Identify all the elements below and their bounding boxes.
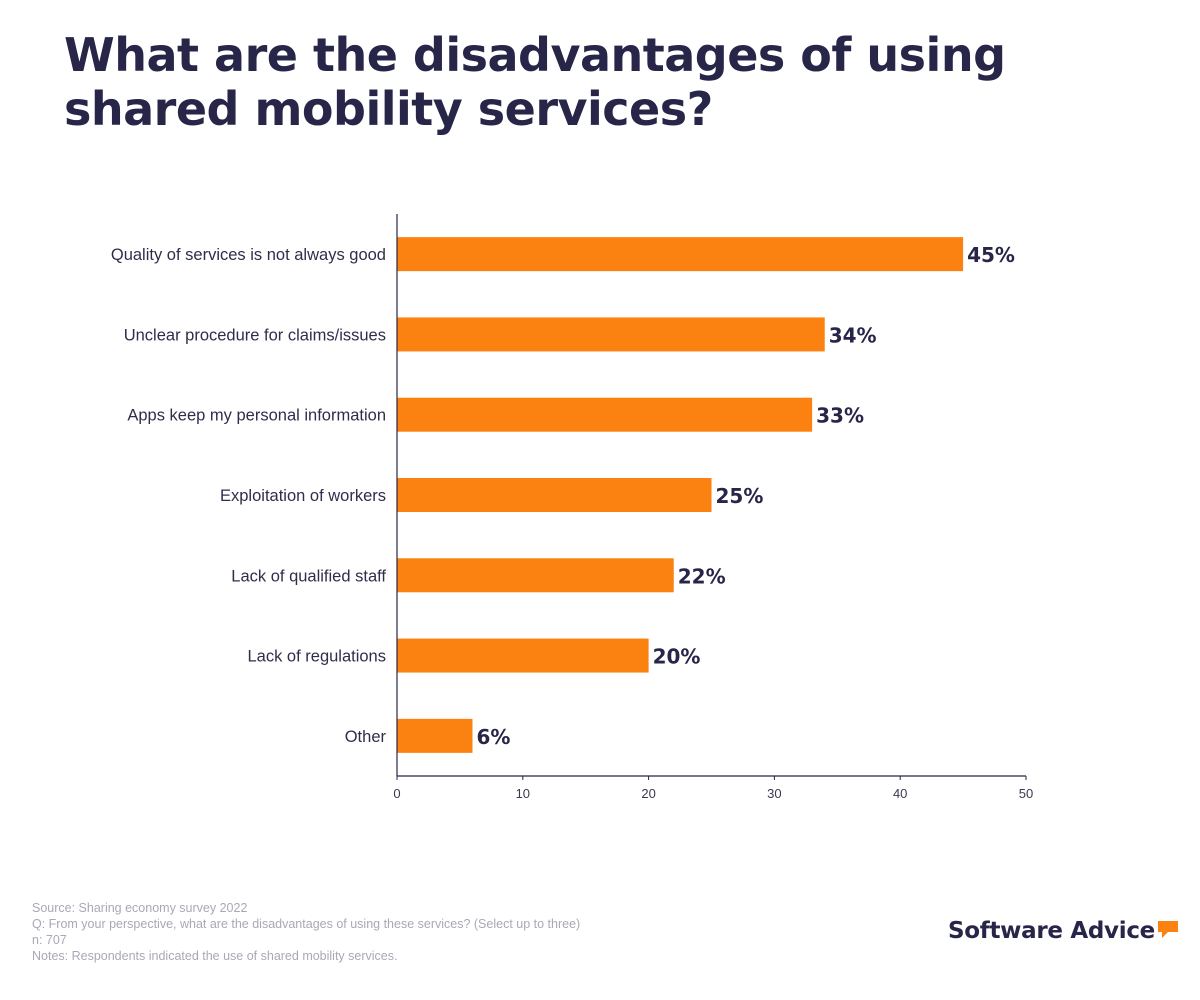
value-label: 6% (476, 725, 510, 749)
bar-4 (397, 558, 674, 593)
value-label: 33% (816, 404, 864, 428)
value-label: 45% (967, 243, 1015, 267)
brand-logo: Software Advice (948, 918, 1179, 945)
labels-group: Quality of services is not always good 45… (111, 243, 1015, 749)
category-label: Apps keep my personal information (127, 407, 386, 425)
x-tick-label: 30 (767, 786, 781, 801)
bar-chart: 0 10 20 30 40 50 Quality of services is not a… (111, 214, 1033, 801)
value-label: 25% (716, 484, 764, 508)
footnote-source: Source: Sharing economy survey 2022 (32, 901, 248, 915)
bar-1 (397, 317, 825, 352)
footnote-question: Q: From your perspective, what are the d… (32, 917, 581, 931)
brand-name: Software Advice (948, 918, 1155, 944)
axes-group: 0 10 20 30 40 50 (393, 214, 1033, 801)
category-label: Lack of regulations (247, 648, 386, 666)
x-tick-label: 10 (516, 786, 530, 801)
category-label: Exploitation of workers (220, 487, 386, 505)
category-label: Quality of services is not always good (111, 246, 386, 264)
x-tick-label: 40 (893, 786, 907, 801)
category-label: Lack of qualified staff (231, 567, 386, 585)
value-label: 20% (653, 645, 701, 669)
bar-0 (397, 237, 964, 272)
bars-group (397, 237, 964, 753)
bar-5 (397, 638, 649, 673)
chart-footnotes: Source: Sharing economy survey 2022 Q: F… (32, 900, 832, 964)
category-label: Unclear procedure for claims/issues (124, 326, 386, 344)
chart-title: What are the disadvantages of using shar… (64, 28, 1006, 136)
bar-3 (397, 478, 712, 512)
category-label: Other (345, 728, 387, 746)
bar-6 (397, 718, 473, 753)
x-tick-label: 0 (393, 786, 400, 801)
value-label: 22% (678, 564, 726, 588)
x-tick-label: 20 (641, 786, 655, 801)
footnote-sample-size: n: 707 (32, 933, 67, 947)
bar-2 (397, 397, 813, 432)
value-label: 34% (829, 323, 877, 347)
footnote-notes: Notes: Respondents indicated the use of … (32, 949, 398, 963)
speech-bubble-icon (1157, 920, 1179, 945)
x-tick-label: 50 (1019, 786, 1033, 801)
